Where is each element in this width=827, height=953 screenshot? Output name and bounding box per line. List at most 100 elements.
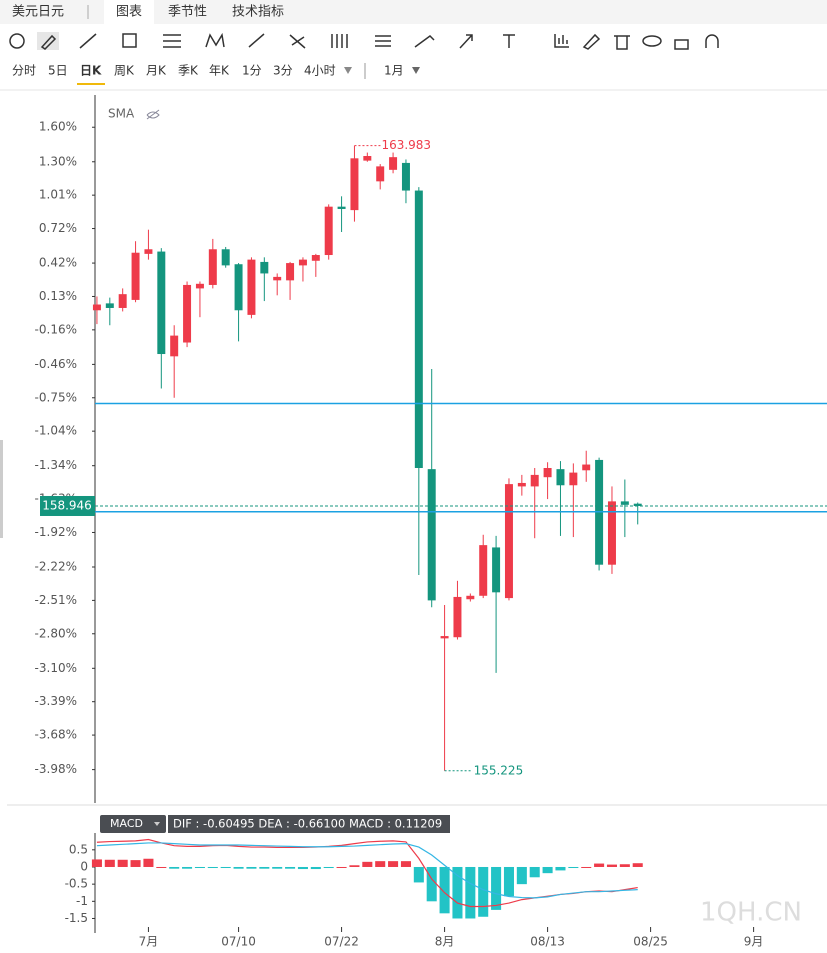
macd-bar [233, 866, 244, 869]
tab[interactable]: 图表 [116, 5, 142, 20]
indicator-box[interactable] [100, 815, 166, 833]
tool-icon[interactable] [331, 34, 348, 48]
macd-bar [272, 866, 283, 869]
candle-body [273, 276, 282, 281]
macd-bar [259, 866, 270, 869]
period[interactable]: 周K [114, 64, 135, 78]
candle-body [183, 284, 192, 343]
candle-body [105, 303, 114, 308]
y-tick-label: -0.75% [35, 390, 77, 404]
macd-bar [606, 864, 617, 867]
macd-bar [207, 866, 218, 869]
y-tick-label: -1 [76, 894, 88, 908]
tool-icon[interactable] [582, 33, 601, 50]
range[interactable]: 1月 [384, 64, 404, 78]
period-underline [77, 83, 105, 85]
macd-bar [117, 859, 128, 867]
tool-icon[interactable] [674, 39, 689, 50]
y-tick-label: 0.72% [39, 221, 77, 235]
indicator: SMA [108, 107, 135, 121]
tool-icon[interactable] [705, 34, 719, 48]
candle-body [440, 636, 449, 639]
macd-bar [581, 866, 592, 868]
candle-body [389, 157, 398, 170]
tool-icon[interactable] [375, 35, 391, 47]
macd-bar [516, 866, 527, 885]
tool-icon[interactable] [414, 35, 435, 48]
indicator[interactable]: MACD [110, 817, 143, 830]
tool-icon[interactable] [248, 33, 265, 48]
y-tick-label: 1.01% [39, 188, 77, 202]
candle-body [504, 484, 513, 599]
macd-bar [297, 866, 308, 870]
candle-body [157, 251, 166, 355]
high-label: 163.983 [381, 138, 431, 152]
tool-icon[interactable] [642, 35, 662, 47]
y-tick-label: -0.16% [35, 322, 77, 336]
period[interactable]: 1分 [242, 64, 262, 78]
y-tick-label: 1.30% [39, 154, 77, 168]
period[interactable]: 分时 [12, 64, 36, 78]
tab[interactable]: 技术指标 [232, 5, 284, 20]
macd-bar [310, 866, 321, 870]
x-tick-label: 8月 [435, 935, 455, 949]
tool-icon[interactable] [122, 33, 137, 48]
y-tick-label: -2.22% [35, 560, 77, 574]
candle-body [144, 249, 153, 254]
macd-bar [568, 866, 579, 869]
period[interactable]: 月K [146, 64, 167, 78]
macd-bar [478, 866, 489, 917]
tool-icon[interactable] [40, 34, 57, 50]
macd-bar [156, 866, 167, 868]
period[interactable]: 4小时 [304, 64, 336, 78]
eye-icon[interactable] [146, 109, 160, 120]
macd-bar [491, 866, 502, 910]
candle-body [376, 166, 385, 182]
macd-bar [465, 866, 476, 919]
macd-bar [220, 866, 231, 869]
candle-body [363, 156, 372, 161]
y-tick-label: -2.80% [35, 626, 77, 640]
period[interactable]: 日K [80, 64, 102, 78]
period[interactable]: 季K [178, 64, 199, 78]
macd-bar [169, 866, 180, 869]
period[interactable]: 5日 [48, 64, 68, 78]
tool-icon[interactable] [503, 34, 515, 48]
macd-bar [413, 866, 424, 883]
x-tick-label: 08/25 [633, 935, 668, 949]
y-tick-label: 1.60% [39, 120, 77, 134]
legend: DIF : -0.60495 DEA : -0.66100 MACD : 0.1… [173, 817, 442, 831]
symbol: 美元日元 [12, 5, 64, 20]
candle-body [286, 263, 295, 281]
tool-icon[interactable] [79, 33, 97, 49]
y-tick-label: -0.5 [65, 877, 88, 891]
tool-icon[interactable] [205, 32, 225, 48]
candle-body [337, 206, 346, 209]
tool-icon[interactable] [459, 34, 473, 49]
candle-body [556, 469, 565, 486]
tool-icon[interactable] [614, 35, 630, 50]
candle-body [247, 259, 256, 315]
period[interactable]: 3分 [273, 64, 293, 78]
macd-line [96, 842, 638, 899]
candle-body [569, 472, 578, 486]
period[interactable]: 年K [209, 64, 230, 78]
macd-bar [503, 866, 514, 897]
tool-icon[interactable] [554, 34, 569, 48]
dropdown-arrow [412, 67, 420, 74]
macd-bar [323, 866, 334, 869]
tab[interactable]: 季节性 [168, 5, 207, 20]
active-tab-bg [104, 0, 154, 24]
tool-icon[interactable] [9, 33, 25, 49]
candle-body [92, 304, 101, 311]
candle-body [195, 283, 204, 289]
y-tick-label: -2.51% [35, 593, 77, 607]
y-tick-label: -1.5 [65, 911, 88, 925]
toolbar [9, 32, 719, 50]
tool-icon[interactable] [163, 34, 181, 48]
y-tick-label: 0 [80, 859, 88, 873]
y-tick-label: -3.98% [35, 762, 77, 776]
tool-icon[interactable] [289, 34, 306, 49]
macd-bar [594, 863, 605, 867]
